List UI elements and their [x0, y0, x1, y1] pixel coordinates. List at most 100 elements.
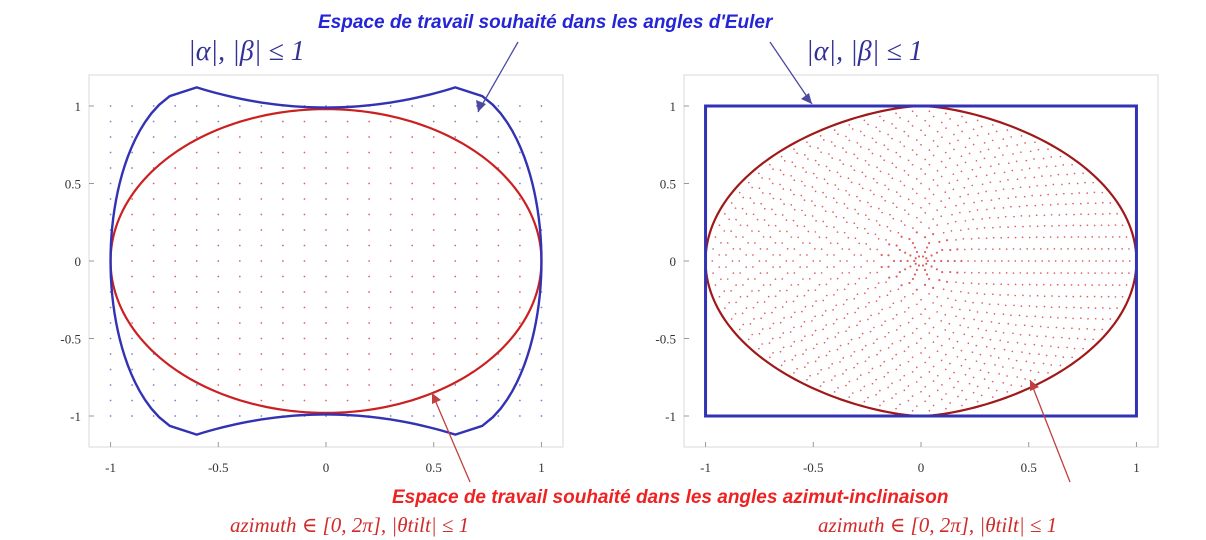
ring-point — [828, 153, 830, 155]
ring-point — [1114, 272, 1117, 274]
grid-point — [454, 384, 457, 386]
ring-point — [967, 193, 969, 196]
ring-point — [968, 367, 971, 370]
grid-point — [432, 275, 435, 278]
ring-point — [981, 199, 983, 202]
ring-point — [887, 148, 889, 151]
ring-point — [779, 198, 782, 201]
ring-point — [761, 343, 763, 345]
ring-point — [1080, 213, 1082, 215]
grid-point — [519, 322, 521, 324]
grid-point — [432, 260, 435, 262]
ring-point — [883, 375, 886, 378]
ring-point — [928, 227, 930, 229]
ring-point — [967, 177, 970, 180]
ring-point — [962, 282, 965, 284]
grid-point — [389, 399, 392, 402]
ring-point — [858, 336, 861, 339]
ring-point — [816, 176, 818, 179]
grid-point — [174, 322, 177, 324]
grid-point — [432, 368, 435, 371]
ring-point — [967, 228, 970, 230]
ring-point — [1046, 248, 1049, 250]
grid-point — [282, 229, 284, 231]
ring-point — [952, 346, 955, 349]
ring-point — [947, 222, 949, 225]
ring-point — [952, 173, 955, 176]
grid-point — [152, 306, 155, 309]
ring-point — [895, 275, 898, 278]
right-ring-points — [704, 105, 1138, 417]
ring-point — [992, 271, 994, 274]
ring-point — [880, 195, 883, 198]
ring-point — [1022, 294, 1024, 297]
ring-point — [949, 248, 952, 252]
ring-point — [960, 170, 963, 173]
ring-point — [891, 397, 893, 399]
ring-point — [940, 121, 943, 124]
grid-point — [174, 353, 177, 355]
right-ytick-label: 1 — [670, 99, 677, 114]
ring-point — [741, 312, 744, 315]
ring-point — [758, 172, 760, 175]
grid-point — [195, 213, 198, 216]
ring-point — [1033, 248, 1035, 250]
ring-point — [1073, 347, 1076, 350]
ring-point — [949, 157, 951, 160]
ring-point — [779, 350, 782, 353]
grid-point — [497, 213, 500, 216]
ring-point — [935, 268, 938, 271]
ring-point — [792, 300, 795, 303]
ring-point — [1084, 338, 1086, 341]
ring-point — [997, 163, 1000, 165]
ring-point — [809, 374, 812, 377]
ring-point — [1036, 184, 1038, 187]
ring-point — [1035, 214, 1038, 217]
grid-point — [238, 337, 241, 340]
ring-point — [860, 266, 862, 268]
grid-point — [174, 260, 177, 262]
grid-point — [217, 167, 220, 169]
ring-point — [1034, 204, 1037, 207]
ring-point — [976, 227, 979, 230]
ring-point — [876, 181, 878, 184]
ring-point — [1065, 224, 1068, 227]
ring-point — [767, 224, 770, 227]
grid-point — [368, 182, 370, 185]
ring-point — [879, 115, 881, 118]
ring-point — [1041, 203, 1044, 206]
ring-point — [917, 255, 921, 258]
ring-point — [891, 137, 893, 140]
grid-point — [109, 136, 112, 138]
ring-point — [956, 271, 959, 274]
ring-point — [887, 173, 890, 176]
ring-point — [900, 300, 903, 302]
ring-point — [769, 236, 772, 239]
grid-point — [238, 198, 241, 200]
ring-point — [915, 366, 918, 369]
ring-point — [1027, 260, 1030, 262]
ring-point — [938, 279, 941, 282]
ring-point — [732, 272, 735, 274]
grid-point — [540, 337, 543, 340]
ring-point — [793, 372, 795, 374]
grid-point — [454, 105, 457, 107]
grid-point — [109, 120, 112, 123]
ring-point — [998, 248, 1001, 250]
ring-point — [992, 283, 995, 286]
ring-point — [879, 170, 882, 173]
ring-point — [832, 308, 834, 311]
ring-point — [718, 295, 721, 298]
ring-point — [1065, 203, 1067, 206]
ring-point — [975, 360, 978, 363]
grid-point — [303, 167, 306, 169]
ring-point — [747, 278, 749, 281]
ring-point — [746, 295, 749, 298]
ring-point — [887, 265, 890, 268]
ring-point — [936, 209, 939, 211]
ring-point — [1035, 305, 1038, 308]
ring-point — [814, 190, 817, 193]
ring-point — [853, 266, 856, 268]
grid-point — [217, 384, 220, 386]
grid-point — [475, 167, 478, 169]
